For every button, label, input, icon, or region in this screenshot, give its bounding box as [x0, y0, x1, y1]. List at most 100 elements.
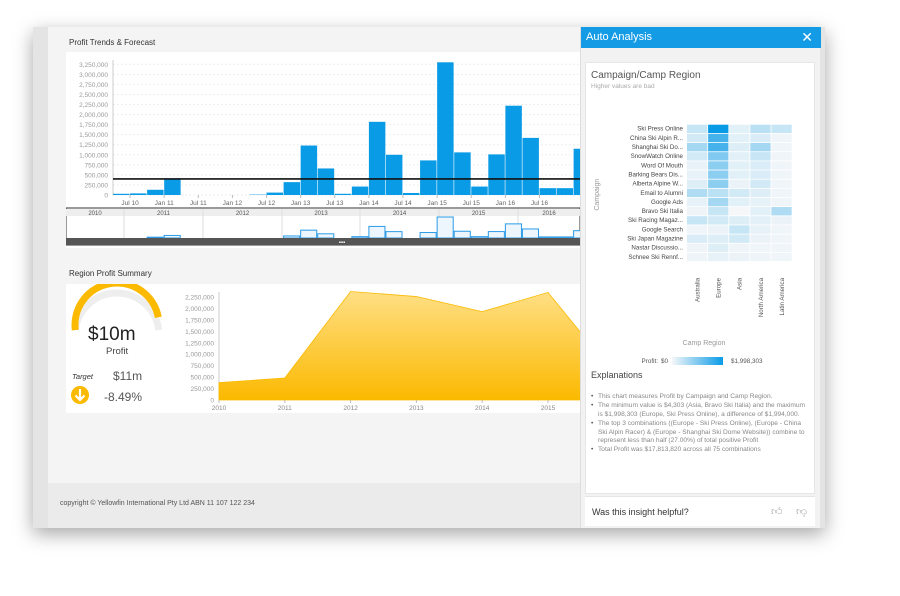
bar [437, 62, 454, 195]
heatmap-cell [771, 234, 792, 243]
y-tick-label: 1,750,000 [79, 122, 108, 129]
navigator-bar [470, 236, 488, 239]
explanation-item: The minimum value is $4,303 (Asia, Bravo… [591, 402, 811, 419]
bar [385, 154, 403, 195]
heatmap-cell [771, 161, 792, 170]
navigator-bar [368, 225, 386, 239]
heatmap-col-label: North America [758, 277, 765, 317]
y-tick-label: 750,000 [191, 363, 215, 370]
heatmap-cell [687, 188, 708, 198]
navigator-bar [487, 231, 505, 239]
x-axis-title: Camp Region [683, 340, 726, 347]
heatmap-row-label: China Ski Alpin R... [630, 135, 683, 142]
x-tick-label: Jul 10 [121, 200, 139, 207]
bar [317, 168, 335, 195]
heatmap-cell [687, 216, 708, 225]
heatmap-cell [729, 188, 750, 198]
heatmap-chart[interactable]: Ski Press Online China Ski Alpin R... Shan… [586, 63, 814, 368]
explanations-title: Explanations [591, 370, 643, 380]
heatmap-row-label: SnowWatch Online [631, 153, 684, 160]
heatmap-cell [750, 152, 771, 161]
explanation-item: The top 3 combinations ((Europe - Ski Pr… [591, 420, 811, 445]
heatmap-cell [729, 124, 750, 134]
area-series [218, 291, 580, 401]
heatmap-cell [729, 161, 750, 170]
x-tick-label: Jul 13 [326, 200, 344, 207]
heatmap-cell [708, 207, 729, 216]
y-tick-label: 0 [210, 398, 214, 405]
heatmap-cell [750, 234, 771, 243]
heatmap-cell [687, 170, 708, 179]
legend-max: $1,998,303 [731, 358, 763, 365]
heatmap-cell [687, 179, 708, 188]
x-tick-label: Jan 14 [359, 200, 379, 207]
navigator-year-band [66, 209, 580, 216]
region-area-chart[interactable]: 0 250,000 500,000 750,000 1,000,000 1,250,000… [176, 284, 580, 413]
explanations-list: This chart measures Profit by Campaign a… [591, 393, 811, 456]
thumbs-down-icon[interactable]: 👎︎ [796, 506, 808, 518]
bar [488, 154, 505, 195]
heatmap-cell [687, 124, 708, 134]
heatmap-cell [687, 197, 708, 207]
panel-title: Auto Analysis [586, 31, 653, 43]
trend-bar-chart[interactable]: 0 250,000 500,000 750,000 1,000,000 1,250,000… [65, 52, 591, 248]
x-tick-label: Jul 12 [258, 200, 276, 207]
heatmap-cell [750, 161, 771, 170]
footer: copyright © Yellowfin International Pty … [48, 483, 580, 528]
heatmap-cell [729, 243, 750, 252]
y-tick-label: 1,250,000 [79, 142, 108, 149]
navigator-bar [351, 236, 369, 239]
navigator-year-label: 2015 [472, 211, 486, 217]
kpi-value: $10m [88, 324, 136, 345]
x-tick-label: 2015 [541, 405, 556, 412]
heatmap-cell [729, 197, 750, 207]
x-tick-label: 2010 [212, 405, 227, 412]
bar [334, 193, 352, 195]
heatmap-row-label: Bravo Ski Italia [642, 208, 684, 215]
close-icon[interactable]: ✕ [801, 29, 813, 45]
heatmap-cell [687, 143, 708, 152]
heatmap-cell [750, 243, 771, 252]
heatmap-cell [708, 216, 729, 225]
bar [283, 182, 301, 195]
x-tick-label: 2012 [343, 405, 358, 412]
navigator-year-label: 2013 [314, 211, 328, 217]
heatmap-cell [771, 170, 792, 179]
dashboard: Profit Trends & Forecast 0 250,000 500,000… [48, 27, 591, 483]
x-tick-label: Jul 14 [394, 200, 412, 207]
heatmap-cell [708, 243, 729, 252]
navigator-year-label: 2011 [157, 211, 171, 217]
trend-chart-title: Profit Trends & Forecast [69, 38, 156, 47]
y-tick-label: 1,250,000 [185, 340, 214, 347]
y-tick-label: 1,500,000 [79, 132, 108, 139]
heatmap-cell [750, 143, 771, 152]
bar [522, 137, 539, 195]
heatmap-cell [771, 197, 792, 207]
heatmap-cell [708, 124, 729, 134]
y-tick-label: 750,000 [85, 162, 109, 169]
heatmap-cell [771, 252, 792, 262]
app-window: Profit Trends & Forecast 0 250,000 500,000… [33, 27, 825, 528]
heatmap-cell [771, 152, 792, 161]
heatmap-cell [771, 143, 792, 152]
x-tick-label: Jul 15 [463, 200, 481, 207]
x-tick-label: Jul 16 [531, 200, 549, 207]
navigator-bar [317, 233, 335, 239]
heatmap-cell [771, 179, 792, 188]
heatmap-subtitle: Higher values are bad [591, 83, 655, 90]
bar [454, 152, 471, 195]
y-tick-label: 2,250,000 [79, 102, 108, 109]
heatmap-cell [729, 170, 750, 179]
heatmap-row-label: Google Ads [651, 199, 683, 206]
heatmap-row-label: Barking Bears Dis... [628, 171, 683, 178]
heatmap-col-label: Australia [695, 277, 702, 302]
heatmap-cell [708, 179, 729, 188]
insight-card: Campaign/Camp Region Higher values are b… [585, 62, 815, 494]
heatmap-cell [729, 252, 750, 262]
feedback-question: Was this insight helpful? [592, 507, 689, 517]
bar [539, 188, 556, 195]
thumbs-up-icon[interactable]: 👍︎ [771, 506, 783, 518]
x-tick-label: Jan 15 [427, 200, 447, 207]
heatmap-cell [771, 243, 792, 252]
heatmap-cell [687, 243, 708, 252]
